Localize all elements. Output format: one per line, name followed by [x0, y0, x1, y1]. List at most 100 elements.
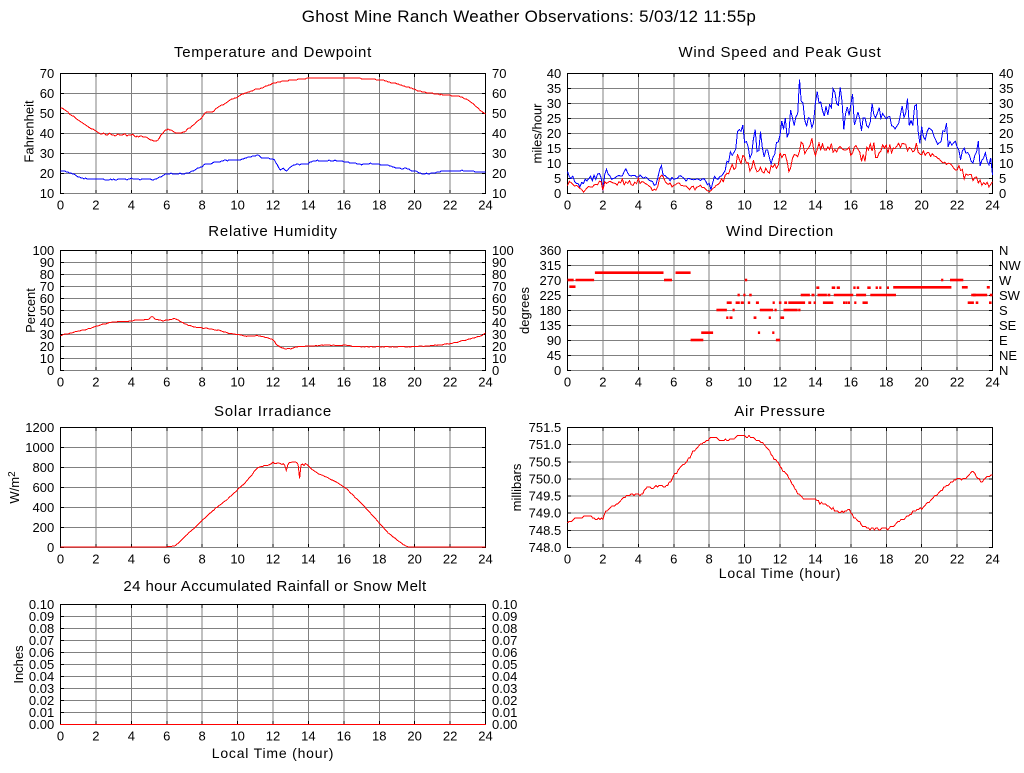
svg-text:16: 16	[844, 375, 858, 390]
svg-text:750.0: 750.0	[529, 471, 562, 486]
svg-text:2: 2	[92, 729, 99, 744]
svg-text:45: 45	[547, 348, 561, 363]
svg-text:12: 12	[773, 198, 787, 213]
svg-text:80: 80	[40, 267, 54, 282]
svg-text:0: 0	[554, 186, 561, 201]
svg-text:135: 135	[539, 318, 561, 333]
svg-text:70: 70	[492, 66, 506, 81]
svg-text:4: 4	[128, 729, 135, 744]
svg-text:16: 16	[337, 729, 351, 744]
svg-text:90: 90	[547, 333, 561, 348]
svg-text:6: 6	[670, 198, 677, 213]
svg-text:70: 70	[40, 279, 54, 294]
svg-text:0.10: 0.10	[492, 597, 517, 612]
svg-text:Ghost Mine Ranch Weather Obser: Ghost Mine Ranch Weather Observations: 5…	[302, 7, 757, 26]
svg-text:14: 14	[301, 198, 315, 213]
svg-text:SW: SW	[999, 288, 1021, 303]
svg-text:180: 180	[539, 303, 561, 318]
svg-text:14: 14	[301, 729, 315, 744]
svg-text:8: 8	[706, 198, 713, 213]
svg-text:12: 12	[266, 375, 280, 390]
svg-text:24: 24	[985, 375, 999, 390]
svg-text:24: 24	[478, 375, 492, 390]
svg-text:12: 12	[773, 375, 787, 390]
svg-text:20: 20	[40, 166, 54, 181]
svg-text:360: 360	[539, 243, 561, 258]
svg-text:2: 2	[599, 552, 606, 567]
svg-text:18: 18	[372, 375, 386, 390]
svg-text:751.0: 751.0	[529, 437, 562, 452]
svg-text:2: 2	[92, 375, 99, 390]
svg-text:22: 22	[443, 729, 457, 744]
svg-text:18: 18	[879, 198, 893, 213]
svg-text:40: 40	[547, 66, 561, 81]
svg-text:748.0: 748.0	[529, 540, 562, 555]
svg-text:25: 25	[547, 111, 561, 126]
svg-text:600: 600	[32, 480, 54, 495]
svg-text:80: 80	[492, 267, 506, 282]
svg-text:0.08: 0.08	[29, 621, 54, 636]
svg-text:50: 50	[40, 106, 54, 121]
svg-text:0: 0	[564, 375, 571, 390]
svg-text:70: 70	[492, 279, 506, 294]
svg-text:10: 10	[230, 198, 244, 213]
svg-text:N: N	[999, 243, 1008, 258]
svg-text:14: 14	[808, 375, 822, 390]
svg-text:0: 0	[492, 363, 499, 378]
svg-text:14: 14	[301, 552, 315, 567]
svg-text:24: 24	[985, 198, 999, 213]
svg-text:0.07: 0.07	[492, 633, 517, 648]
svg-text:SE: SE	[999, 318, 1017, 333]
svg-text:40: 40	[999, 66, 1013, 81]
svg-text:750.5: 750.5	[529, 454, 562, 469]
svg-text:70: 70	[40, 66, 54, 81]
svg-text:6: 6	[163, 729, 170, 744]
svg-text:8: 8	[199, 552, 206, 567]
svg-text:6: 6	[670, 552, 677, 567]
svg-text:4: 4	[128, 552, 135, 567]
svg-text:14: 14	[808, 552, 822, 567]
svg-text:Fahrenheit: Fahrenheit	[22, 100, 37, 163]
svg-text:16: 16	[337, 552, 351, 567]
svg-text:10: 10	[40, 351, 54, 366]
svg-text:270: 270	[539, 273, 561, 288]
svg-text:35: 35	[547, 81, 561, 96]
svg-text:5: 5	[554, 171, 561, 186]
svg-text:20: 20	[407, 375, 421, 390]
svg-text:0.09: 0.09	[29, 609, 54, 624]
svg-text:24: 24	[478, 729, 492, 744]
svg-text:8: 8	[199, 375, 206, 390]
svg-text:751.5: 751.5	[529, 420, 562, 435]
svg-text:22: 22	[443, 198, 457, 213]
svg-text:2: 2	[92, 552, 99, 567]
svg-text:10: 10	[737, 198, 751, 213]
svg-text:8: 8	[706, 375, 713, 390]
svg-text:4: 4	[635, 552, 642, 567]
svg-text:18: 18	[879, 375, 893, 390]
svg-text:24: 24	[478, 198, 492, 213]
svg-text:10: 10	[230, 729, 244, 744]
svg-text:0.03: 0.03	[29, 681, 54, 696]
svg-text:20: 20	[407, 198, 421, 213]
svg-text:40: 40	[40, 126, 54, 141]
svg-text:20: 20	[547, 126, 561, 141]
svg-text:22: 22	[443, 375, 457, 390]
svg-text:24: 24	[985, 552, 999, 567]
svg-text:749.0: 749.0	[529, 506, 562, 521]
svg-text:12: 12	[773, 552, 787, 567]
svg-text:10: 10	[492, 351, 506, 366]
svg-text:12: 12	[266, 198, 280, 213]
svg-text:6: 6	[163, 375, 170, 390]
svg-text:8: 8	[199, 729, 206, 744]
svg-text:40: 40	[40, 315, 54, 330]
svg-text:4: 4	[128, 198, 135, 213]
svg-text:50: 50	[492, 106, 506, 121]
svg-text:90: 90	[492, 255, 506, 270]
svg-text:Air Pressure: Air Pressure	[734, 403, 826, 420]
svg-text:NE: NE	[999, 348, 1017, 363]
svg-text:30: 30	[40, 327, 54, 342]
svg-text:0: 0	[47, 540, 54, 555]
svg-text:18: 18	[372, 198, 386, 213]
svg-text:22: 22	[443, 552, 457, 567]
svg-text:100: 100	[492, 243, 514, 258]
